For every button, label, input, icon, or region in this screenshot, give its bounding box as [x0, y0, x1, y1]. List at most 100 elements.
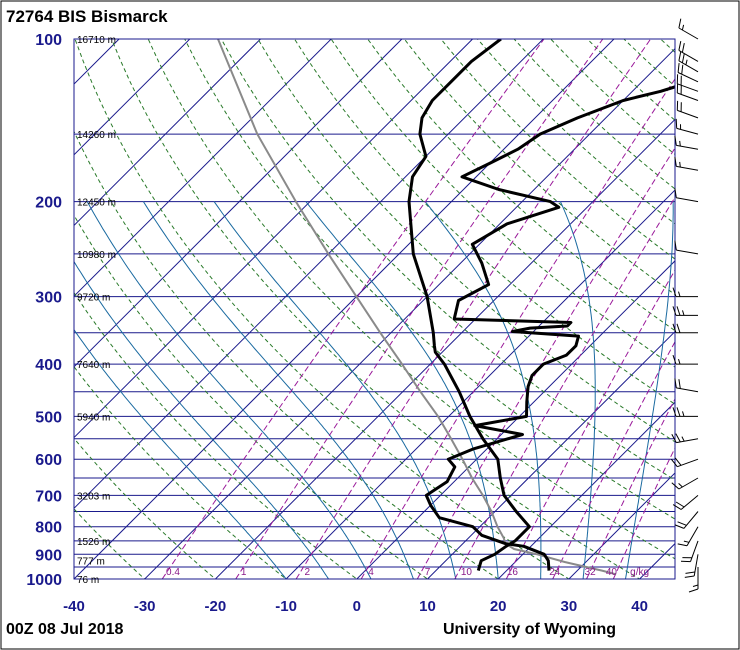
mixing-ratio-label: 16: [507, 567, 519, 578]
mixing-ratio-line: [454, 196, 675, 579]
dry-adiabat: [330, 39, 675, 368]
temperature-tick-label: -20: [205, 598, 227, 615]
dewpoint-line: [407, 39, 531, 572]
wind-barb-flag: [674, 135, 677, 146]
wind-barb: [671, 433, 699, 444]
wind-barb-staff: [676, 249, 699, 255]
mixing-ratio-label: 10: [461, 567, 473, 578]
wind-barb-staff: [676, 197, 699, 203]
wind-barb-half-flag: [678, 483, 683, 488]
pressure-tick-label: 500: [35, 409, 62, 426]
wind-barb-flag: [674, 524, 685, 529]
wind-barb: [674, 511, 699, 529]
wind-barb-half-flag: [685, 59, 688, 65]
date-label: 00Z 08 Jul 2018: [6, 621, 124, 638]
wind-barb-flag: [675, 433, 681, 443]
wind-barb: [674, 135, 699, 150]
mixing-ratio-line: [295, 39, 652, 579]
height-label: 7640 m: [77, 360, 110, 371]
height-label: 12450 m: [77, 198, 116, 209]
wind-barb-flag: [675, 118, 678, 129]
dry-adiabat: [184, 39, 675, 520]
isotherm: [74, 39, 474, 439]
pressure-tick-label: 800: [35, 520, 62, 537]
height-label: 16710 m: [77, 35, 116, 46]
wind-barb-flag: [674, 457, 682, 466]
sounding-lines: [217, 39, 675, 576]
dry-adiabat: [74, 214, 429, 579]
dry-adiabat: [367, 39, 675, 332]
temperature-tick-label: 0: [353, 598, 361, 615]
isotherm: [285, 189, 675, 579]
dry-adiabat: [74, 437, 217, 579]
wind-barb: [674, 188, 699, 203]
wind-barb-flag: [677, 521, 687, 526]
wind-barb-half-flag: [681, 24, 685, 31]
parcel-line: [217, 39, 617, 576]
mixing-ratio-label: g/kg: [630, 567, 649, 578]
wind-barb-half-flag: [682, 411, 685, 417]
wind-barb: [672, 407, 698, 417]
moist-adiabat: [74, 328, 287, 579]
wind-barb-flag: [678, 379, 681, 389]
moist-adiabat: [305, 201, 499, 579]
temperature-tick-label: -40: [63, 598, 85, 615]
wind-barb-flag: [674, 240, 677, 251]
wind-barb: [671, 457, 699, 468]
mixing-ratio-label: 32: [585, 567, 597, 578]
temperature-tick-label: 20: [490, 598, 507, 615]
wind-barb: [678, 51, 699, 73]
wind-barb-flag: [672, 504, 682, 510]
wind-barb: [674, 240, 699, 255]
wind-barb: [677, 526, 699, 547]
wind-barb: [672, 306, 698, 316]
wind-barb-half-flag: [692, 584, 699, 587]
isotherm: [74, 39, 545, 510]
isotherm: [356, 260, 675, 579]
height-label: 3203 m: [77, 491, 110, 502]
height-label: 9720 m: [77, 293, 110, 304]
mixing-ratio-label: 7: [425, 567, 431, 578]
wind-barb-flag: [672, 407, 677, 417]
dry-adiabat: [403, 39, 675, 296]
height-label: 1526 m: [77, 537, 110, 548]
temperature-tick-label: -10: [275, 598, 297, 615]
isotherm: [74, 39, 332, 297]
wind-barb-flag: [672, 323, 677, 333]
wind-barb-half-flag: [678, 358, 681, 365]
wind-barb: [676, 74, 699, 92]
pressure-tick-label: 300: [35, 290, 62, 307]
wind-barb-flag: [672, 287, 677, 297]
wind-barb: [675, 118, 699, 135]
wind-barb: [680, 540, 699, 563]
isotherm: [74, 39, 403, 368]
mixing-ratio-line: [552, 340, 675, 579]
wind-barb: [676, 83, 699, 101]
mixing-ratio-label: 1: [241, 567, 247, 578]
wind-barb-flag: [674, 156, 677, 167]
wind-barb: [674, 378, 699, 393]
dry-adiabat: [74, 291, 358, 579]
isotherm: [74, 39, 191, 156]
wind-barb: [677, 63, 699, 83]
pressure-tick-label: 400: [35, 357, 62, 374]
dry-adiabat: [74, 365, 287, 579]
mixing-ratio-line: [161, 39, 545, 579]
wind-barb: [688, 567, 699, 593]
mixing-ratio-line: [360, 78, 675, 579]
pressure-tick-label: 900: [35, 547, 62, 564]
wind-barb: [672, 323, 698, 334]
wind-barb: [678, 18, 699, 40]
chart-title: 72764 BIS Bismarck: [6, 7, 168, 26]
wind-barb-half-flag: [679, 161, 681, 168]
wind-barb-flag: [671, 482, 680, 490]
wind-barb-half-flag: [683, 540, 690, 543]
wind-barb-flag: [672, 306, 677, 316]
wind-barb: [678, 40, 699, 62]
mixing-ratio-label: 2: [305, 567, 311, 578]
wind-barb-half-flag: [681, 436, 685, 442]
pressure-tick-label: 600: [35, 452, 62, 469]
dry-adiabat: [74, 508, 146, 579]
